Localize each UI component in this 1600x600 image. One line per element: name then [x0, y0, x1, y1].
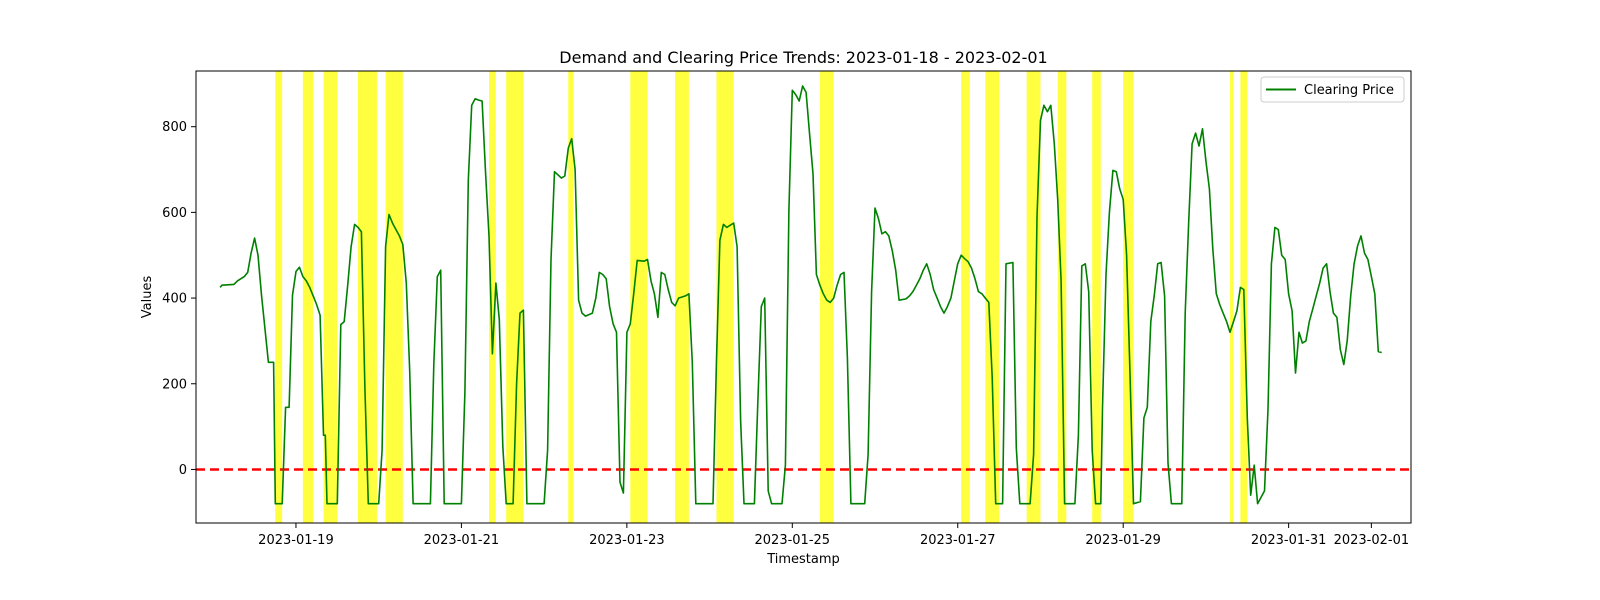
- plot-frame: [195, 70, 1412, 524]
- x-tick-label: 2023-01-29: [1085, 533, 1161, 548]
- y-axis-label: Values: [140, 276, 155, 319]
- highlight-span: [819, 71, 834, 523]
- highlight-span: [1026, 71, 1041, 523]
- series-line-clearing-price: [219, 85, 1382, 505]
- highlight-span: [302, 71, 314, 523]
- x-tick-label: 2023-01-27: [920, 533, 996, 548]
- highlight-span: [1230, 71, 1234, 523]
- highlight-span: [385, 71, 403, 523]
- y-axis: 0 200 400 600 800: [162, 120, 196, 478]
- highlight-span: [275, 71, 283, 523]
- highlight-span: [358, 71, 377, 523]
- legend-label-clearing-price: Clearing Price: [1304, 83, 1394, 98]
- x-tick-label: 2023-01-19: [258, 533, 334, 548]
- y-tick-label: 400: [162, 292, 187, 307]
- highlight-span: [568, 71, 574, 523]
- highlight-span: [506, 71, 524, 523]
- legend-box: [1260, 76, 1405, 103]
- x-tick-label: 2023-01-21: [424, 533, 500, 548]
- highlight-span: [1092, 71, 1101, 523]
- x-axis-label: Timestamp: [766, 552, 840, 567]
- highlight-span: [630, 71, 648, 523]
- y-tick-label: 200: [162, 377, 187, 392]
- highlight-spans: [275, 71, 1248, 523]
- highlight-span: [323, 71, 338, 523]
- x-axis: 2023-01-19 2023-01-21 2023-01-23 2023-01-25…: [258, 523, 1409, 548]
- highlight-span: [716, 71, 734, 523]
- chart-title: Demand and Clearing Price Trends: 2023-0…: [559, 48, 1047, 67]
- x-tick-label: 2023-01-23: [589, 533, 665, 548]
- x-tick-label: 2023-02-01: [1334, 533, 1410, 548]
- y-tick-label: 600: [162, 206, 187, 221]
- highlight-span: [961, 71, 970, 523]
- highlight-span: [985, 71, 1000, 523]
- y-tick-label: 800: [162, 120, 187, 135]
- legend: Clearing Price: [1260, 76, 1405, 103]
- x-tick-label: 2023-01-25: [755, 533, 831, 548]
- highlight-span: [488, 71, 496, 523]
- y-tick-label: 0: [179, 463, 187, 478]
- x-tick-label: 2023-01-31: [1251, 533, 1327, 548]
